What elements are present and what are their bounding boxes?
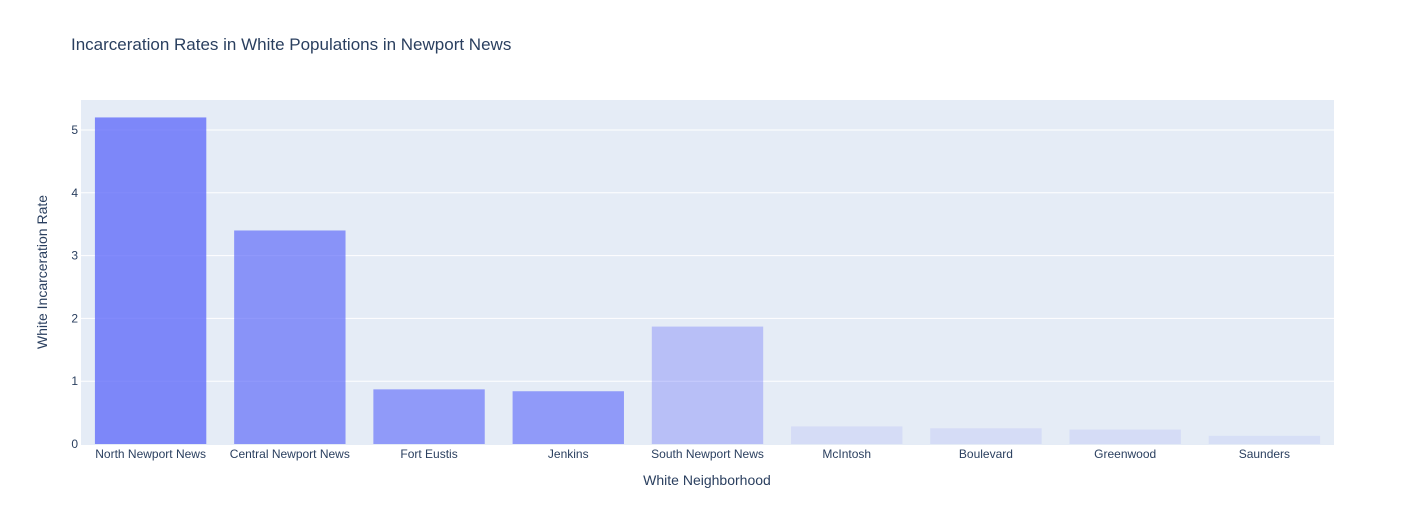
- y-tick-label: 5: [71, 123, 78, 137]
- bar-jenkins[interactable]: [512, 391, 624, 444]
- y-tick-label: 2: [71, 311, 78, 325]
- bar-greenwood[interactable]: [1069, 429, 1181, 444]
- x-tick-label: South Newport News: [651, 447, 764, 461]
- x-tick-label: Saunders: [1239, 447, 1290, 461]
- y-axis-ticks: 0 1 2 3 4 5: [71, 123, 78, 451]
- x-axis-ticks: North Newport News Central Newport News Fo…: [95, 447, 1290, 461]
- bar-fort-eustis[interactable]: [373, 389, 485, 444]
- x-tick-label: Jenkins: [548, 447, 589, 461]
- bar-mcintosh[interactable]: [791, 426, 903, 444]
- y-tick-label: 4: [71, 186, 78, 200]
- bar-saunders[interactable]: [1208, 435, 1321, 444]
- x-axis-title: White Neighborhood: [643, 472, 771, 488]
- bar-north-newport-news[interactable]: [94, 117, 207, 444]
- y-axis-title: White Incarceration Rate: [34, 195, 50, 349]
- x-tick-label: Boulevard: [959, 447, 1013, 461]
- bar-south-newport-news[interactable]: [651, 326, 764, 444]
- x-tick-label: Fort Eustis: [400, 447, 457, 461]
- chart-title: Incarceration Rates in White Populations…: [71, 35, 511, 54]
- bar-central-newport-news[interactable]: [234, 230, 346, 444]
- y-tick-label: 1: [71, 374, 78, 388]
- bar-boulevard[interactable]: [930, 428, 1042, 444]
- bars: [94, 117, 1321, 444]
- x-tick-label: North Newport News: [95, 447, 206, 461]
- y-tick-label: 3: [71, 249, 78, 263]
- x-tick-label: Greenwood: [1094, 447, 1156, 461]
- x-tick-label: Central Newport News: [230, 447, 350, 461]
- y-tick-label: 0: [71, 437, 78, 451]
- x-tick-label: McIntosh: [822, 447, 871, 461]
